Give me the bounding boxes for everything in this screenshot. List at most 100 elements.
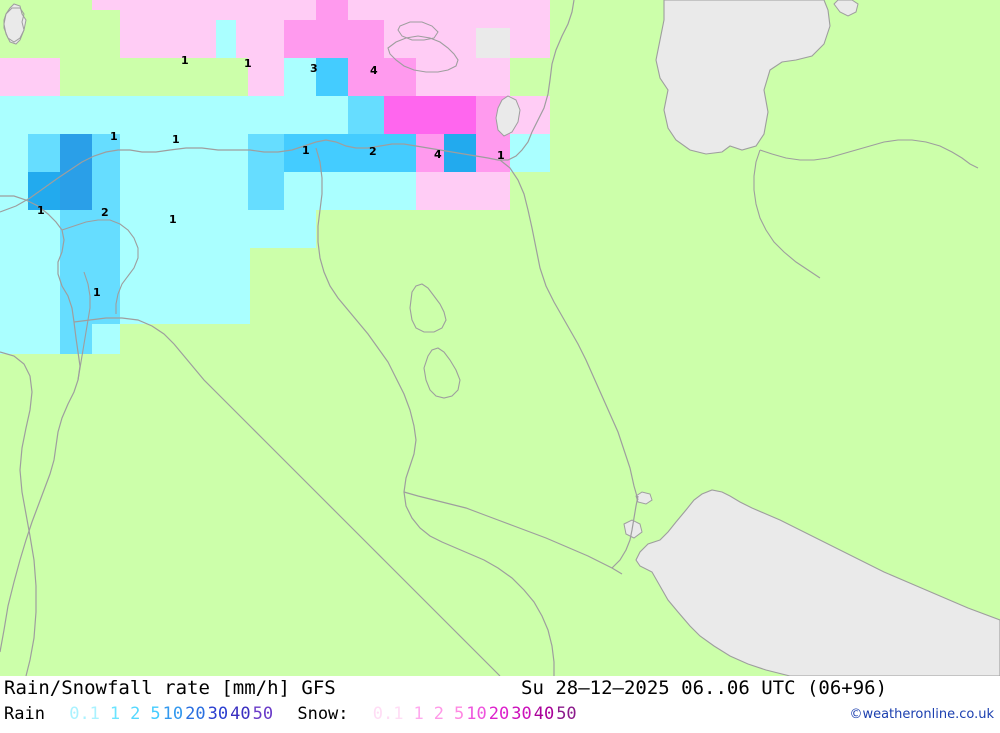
- precip-cell: [60, 10, 92, 58]
- lake-van-coastline: [387, 35, 459, 73]
- map-vector-overlay: [0, 0, 1000, 676]
- precip-cell: [92, 248, 120, 286]
- turkey-syria-border: [0, 131, 533, 213]
- precip-cell: [510, 134, 550, 172]
- precip-cell: [250, 248, 550, 286]
- precip-cell: [476, 58, 510, 96]
- precip-cell: [384, 134, 416, 172]
- kuwait-border: [611, 495, 639, 569]
- precip-cell: [248, 134, 284, 172]
- precip-cell: [348, 58, 384, 96]
- precip-cell: [10, 0, 28, 10]
- syria-iraq-border: [315, 147, 555, 676]
- precip-cell: [0, 172, 28, 210]
- precip-cell: [284, 210, 316, 248]
- precip-value-label: 4: [370, 64, 378, 77]
- precip-cell: [216, 0, 248, 20]
- rain-legend-label: Rain: [4, 704, 45, 724]
- precipitation-map[interactable]: 1 1 3 4 1 1 1 2 4 1 1 2 1 1: [0, 0, 1000, 676]
- lake-urmia-water: [495, 95, 521, 137]
- cyprus-outline: [3, 7, 25, 43]
- precip-cell: [550, 134, 586, 172]
- precip-cell: [316, 172, 384, 210]
- precip-cell: [248, 96, 284, 134]
- precip-cell: [476, 134, 510, 172]
- precip-value-label: 1: [497, 149, 505, 162]
- precip-cell: [184, 172, 248, 210]
- snow-tick-5: 5: [454, 704, 465, 724]
- precip-cell: [284, 20, 316, 58]
- precip-cell: [510, 58, 550, 96]
- rain-tick-10: 10: [162, 704, 184, 724]
- precip-cell: [152, 96, 184, 134]
- precip-cell: [92, 0, 120, 10]
- precip-cell: [92, 172, 120, 210]
- turkey-iran-border: [531, 0, 575, 133]
- precip-cell: [348, 0, 384, 20]
- snow-tick-10: 10: [466, 704, 487, 724]
- precip-cell: [0, 134, 28, 172]
- precip-cell: [184, 0, 216, 58]
- iraq-desert-border: [152, 326, 408, 676]
- precip-cell: [120, 286, 250, 324]
- precip-cell: [92, 35, 120, 58]
- precip-value-label: 1: [172, 133, 180, 146]
- precip-cell: [152, 210, 248, 248]
- precip-cell: [28, 210, 60, 248]
- sinai-coastline: [0, 351, 37, 676]
- precip-cell: [416, 0, 476, 58]
- precip-value-label: 1: [169, 213, 177, 226]
- precip-cell: [316, 0, 348, 58]
- precip-cell: [92, 324, 120, 354]
- snow-tick-30: 30: [511, 704, 532, 724]
- precip-cell: [248, 210, 284, 248]
- precip-cell: [510, 0, 550, 58]
- map-footer: Rain/Snowfall rate [mm/h] GFS Su 28–12–2…: [0, 676, 1000, 733]
- precip-cell: [248, 58, 284, 96]
- precip-cell: [92, 134, 120, 172]
- precip-cell: [384, 96, 416, 134]
- iran-inner-border: [759, 139, 979, 169]
- precip-cell: [120, 28, 152, 58]
- precip-cell: [0, 210, 28, 248]
- precip-cell: [120, 248, 250, 286]
- precip-cell: [216, 96, 248, 134]
- precip-cell: [284, 0, 316, 20]
- persian-gulf-water: [635, 489, 1000, 676]
- precip-cell: [92, 10, 120, 35]
- precip-cell: [92, 210, 120, 248]
- precip-cell: [184, 134, 216, 172]
- precip-cell: [152, 0, 184, 58]
- precip-cell: [120, 58, 152, 96]
- precip-cell: [120, 134, 152, 172]
- precip-cell: [284, 96, 316, 134]
- precip-cell: [0, 248, 60, 286]
- precip-cell: [28, 36, 60, 58]
- precip-cell: [348, 96, 384, 134]
- precip-cell: [416, 172, 476, 210]
- rain-tick-0.1: 0.1: [69, 704, 100, 724]
- snow-scale-ticks: 0.1 1 2 5 10 20 30 40 50: [359, 704, 591, 724]
- lake-van-inner: [397, 21, 439, 41]
- precip-cell: [348, 20, 384, 58]
- precip-cell: [550, 0, 586, 58]
- precip-cell: [0, 324, 60, 354]
- page-title: Rain/Snowfall rate [mm/h] GFS: [4, 677, 336, 699]
- precip-cell: [60, 172, 92, 210]
- precip-cell: [184, 96, 216, 134]
- precip-cell: [0, 96, 120, 134]
- precip-cell: [384, 172, 416, 210]
- rain-tick-1: 1: [109, 704, 121, 724]
- rain-tick-5: 5: [150, 704, 161, 724]
- precip-cell: [476, 172, 510, 210]
- precip-cell: [120, 172, 152, 210]
- gulf-islet-b: [623, 519, 643, 539]
- precip-cell: [416, 58, 476, 96]
- precip-cell: [416, 134, 444, 172]
- precip-cell: [216, 20, 236, 58]
- lake-habbaniyah: [409, 283, 447, 333]
- lake-razzaza: [423, 347, 461, 399]
- precip-cell: [236, 20, 248, 58]
- precip-cell: [152, 172, 184, 210]
